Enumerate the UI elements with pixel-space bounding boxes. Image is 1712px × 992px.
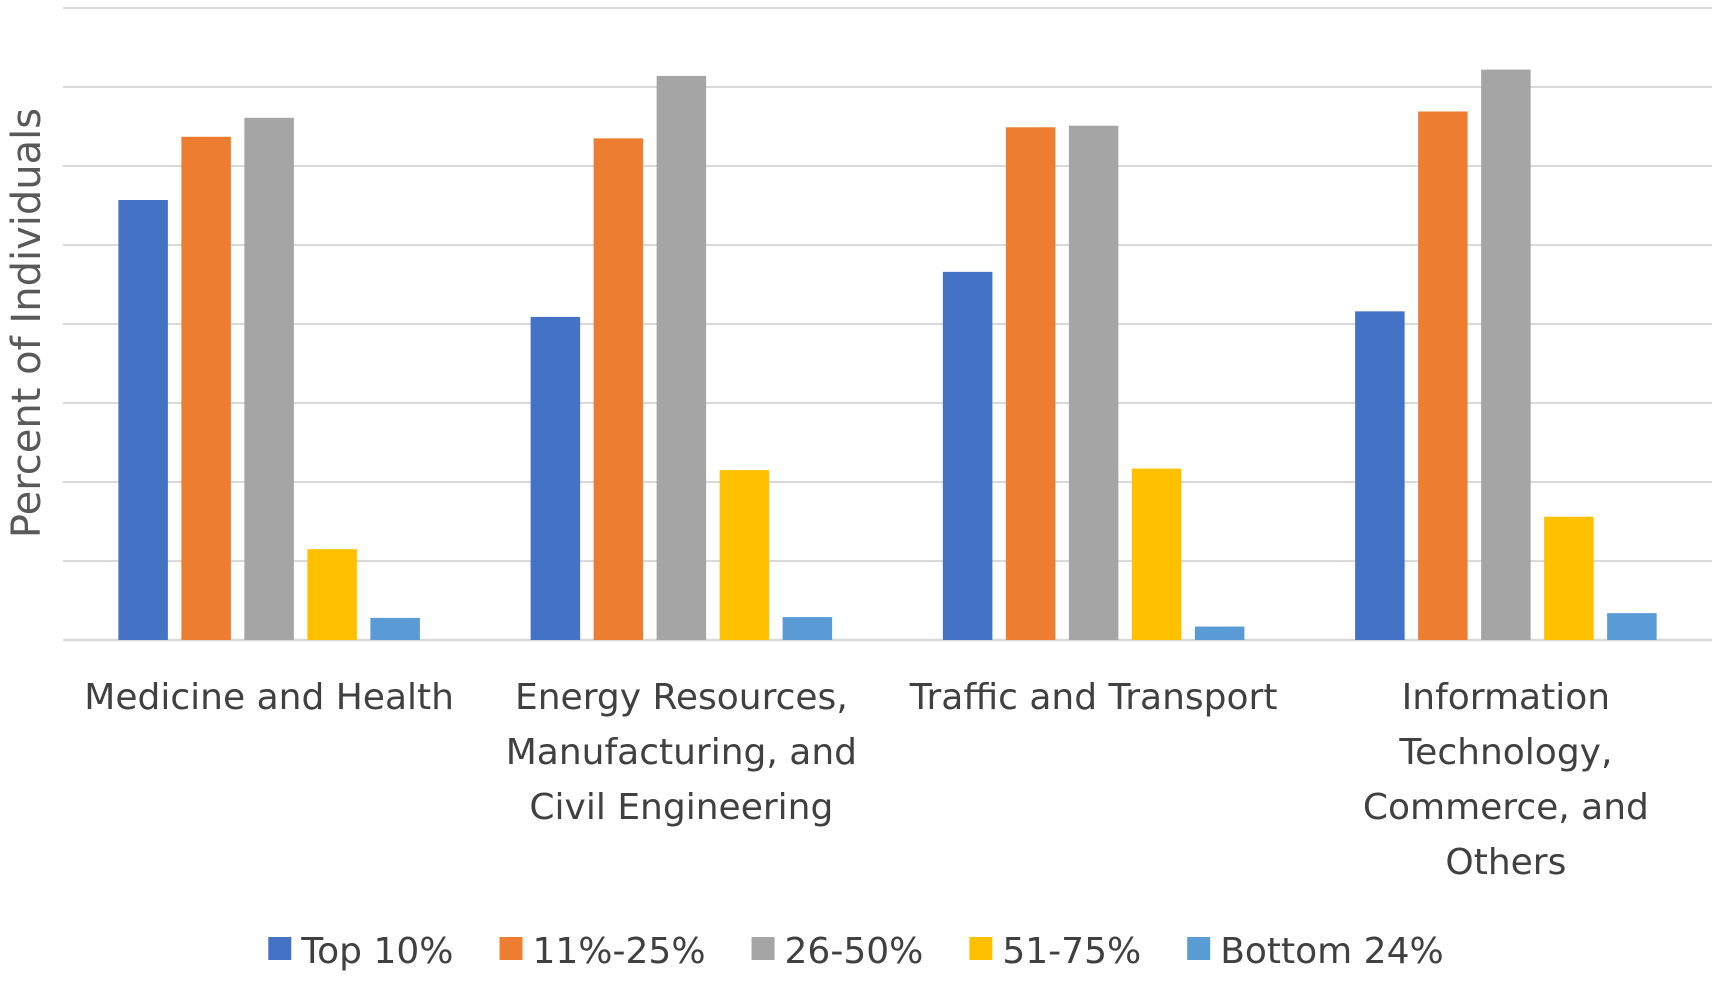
bar bbox=[1418, 111, 1468, 641]
x-tick-label: Energy Resources, Manufacturing, and Civil… bbox=[506, 677, 857, 828]
bar bbox=[1607, 613, 1657, 640]
bar bbox=[593, 138, 644, 640]
bar bbox=[1068, 125, 1119, 640]
x-tick-label-line: Energy Resources, bbox=[515, 677, 848, 718]
x-tick-label-line: Information bbox=[1402, 677, 1610, 718]
x-tick-label-line: Civil Engineering bbox=[529, 787, 833, 828]
bars bbox=[118, 69, 1657, 641]
legend-swatch bbox=[969, 937, 993, 960]
bar bbox=[118, 199, 168, 640]
bar bbox=[181, 136, 231, 640]
legend-label: 11%-25% bbox=[533, 931, 706, 972]
x-tick-label: Information Technology, Commerce, and Other… bbox=[1363, 677, 1649, 883]
legend-label: 26-50% bbox=[785, 931, 924, 972]
x-tick-label-line: Manufacturing, and bbox=[506, 732, 857, 773]
bar bbox=[1355, 311, 1405, 640]
x-tick-label-line: Commerce, and bbox=[1363, 787, 1649, 828]
legend-label: Bottom 24% bbox=[1220, 931, 1444, 972]
legend-label: Top 10% bbox=[300, 931, 453, 972]
x-tick-labels: Medicine and Health Energy Resources, Manu… bbox=[84, 677, 1649, 883]
legend-swatch bbox=[268, 937, 292, 960]
bar bbox=[1194, 626, 1245, 640]
bar bbox=[530, 316, 581, 640]
bar bbox=[370, 617, 420, 640]
bar bbox=[719, 470, 770, 640]
bar bbox=[1131, 468, 1182, 640]
legend: Top 10% 11%-25% 26-50% 51-75% Bottom 24% bbox=[268, 931, 1444, 972]
legend-label: 51-75% bbox=[1002, 931, 1141, 972]
bar bbox=[656, 75, 707, 640]
x-tick-label: Medicine and Health bbox=[84, 677, 454, 718]
bar bbox=[307, 549, 357, 640]
x-tick-label-line: Others bbox=[1445, 842, 1566, 883]
legend-swatch bbox=[1187, 937, 1211, 960]
legend-swatch bbox=[751, 937, 775, 960]
y-axis-label: Percent of Individuals bbox=[4, 108, 50, 538]
x-tick-label: Traffic and Transport bbox=[909, 677, 1278, 718]
legend-swatch bbox=[499, 937, 523, 960]
x-tick-label-line: Traffic and Transport bbox=[909, 677, 1278, 718]
x-tick-label-line: Medicine and Health bbox=[84, 677, 454, 718]
bar bbox=[942, 271, 993, 640]
bar bbox=[1544, 516, 1594, 640]
bar bbox=[1481, 69, 1531, 641]
x-tick-label-line: Technology, bbox=[1398, 732, 1612, 773]
bar bbox=[782, 617, 833, 640]
bar bbox=[1005, 127, 1056, 641]
bar bbox=[244, 117, 294, 640]
